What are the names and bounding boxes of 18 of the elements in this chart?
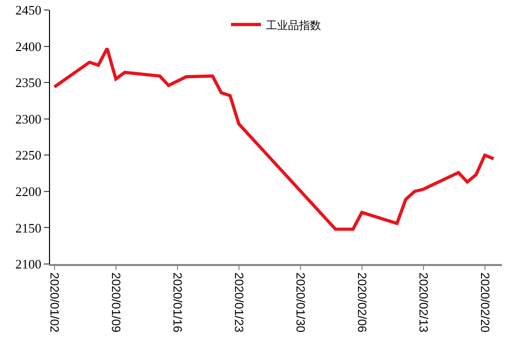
y-tick-label: 2200 xyxy=(15,184,42,199)
y-tick-label: 2100 xyxy=(15,256,42,272)
y-tick-label: 2250 xyxy=(15,148,42,163)
y-tick-label: 2350 xyxy=(15,75,42,90)
x-tick-label: 2020/01/09 xyxy=(108,272,123,333)
x-tick-label: 2020/02/06 xyxy=(354,272,369,333)
x-tick-label: 2020/02/20 xyxy=(478,272,492,333)
x-tick-label: 2020/02/13 xyxy=(416,272,430,333)
y-tick-label: 2300 xyxy=(15,111,42,126)
y-tick-label: 2450 xyxy=(15,2,42,18)
x-tick-label: 2020/01/30 xyxy=(293,272,308,333)
y-tick-label: 2150 xyxy=(15,220,42,236)
y-tick-label: 2400 xyxy=(15,38,42,54)
legend-label: 工业品指数 xyxy=(266,18,321,32)
x-tick-label: 2020/01/23 xyxy=(232,272,246,333)
x-tick-label: 2020/01/16 xyxy=(170,272,184,333)
line-series xyxy=(52,46,496,231)
x-tick-label: 2020/01/02 xyxy=(47,272,62,333)
